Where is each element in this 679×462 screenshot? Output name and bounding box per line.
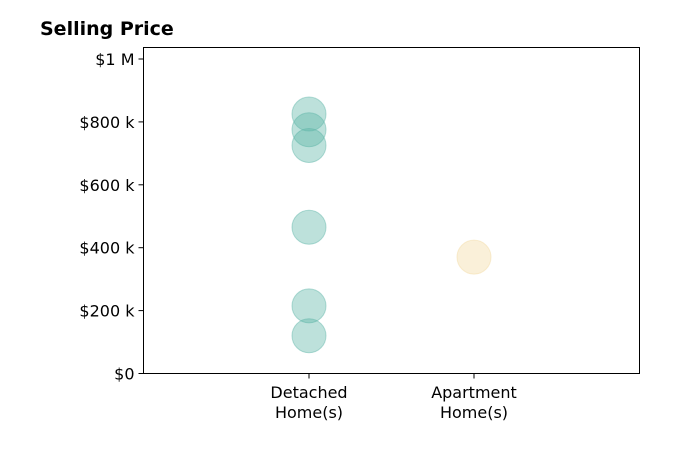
data-point	[291, 209, 327, 245]
y-tick-label: $0	[114, 365, 134, 384]
data-point	[291, 96, 327, 132]
x-tick-label: Apartment Home(s)	[431, 383, 517, 422]
data-point	[291, 318, 327, 354]
y-tick-label: $1 M	[95, 50, 134, 69]
y-tick-label: $400 k	[79, 239, 135, 258]
x-tick-label: Detached Home(s)	[270, 383, 347, 422]
data-points	[291, 96, 492, 354]
data-point	[291, 127, 327, 163]
y-axis: $0 $200 k $400 k $600 k $800 k $1 M	[79, 50, 144, 384]
y-tick-label: $800 k	[79, 113, 135, 132]
y-tick-label: $200 k	[79, 302, 135, 321]
chart-title: Selling Price	[40, 18, 174, 40]
y-tick-label: $600 k	[79, 176, 135, 195]
x-axis: Detached Home(s) Apartment Home(s)	[270, 373, 517, 422]
data-point	[456, 239, 492, 275]
data-point	[291, 112, 327, 148]
data-point	[291, 288, 327, 324]
plot-frame	[143, 47, 640, 374]
